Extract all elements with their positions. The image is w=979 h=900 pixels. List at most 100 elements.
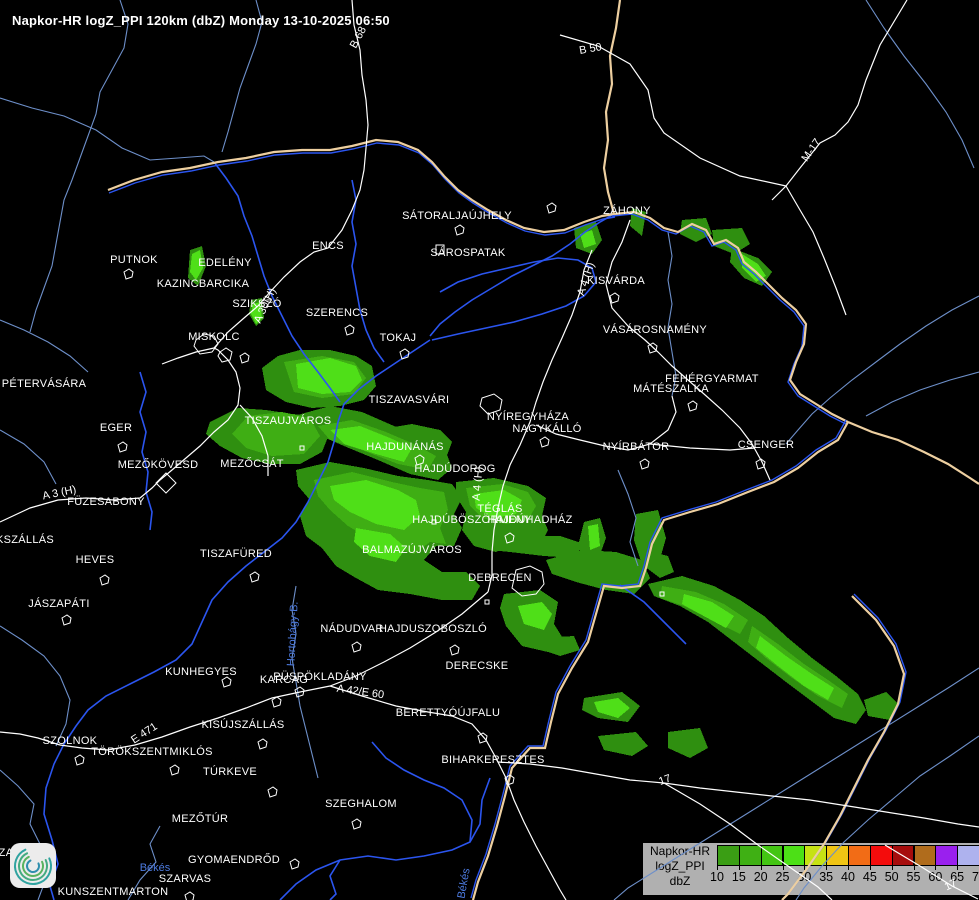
station-logo [10,843,56,888]
river-labels: Békés Békés Hortobágy-B. [140,601,473,899]
major-rivers [43,161,687,900]
city-label: TÉGLÁS [477,502,522,515]
town-marker [351,818,362,830]
city-label: BERETTYÓÚJFALU [396,706,500,719]
spiral-icon [14,848,52,885]
legend-tick-mark [826,866,828,870]
town-marker [294,686,305,698]
city-label: NYÍRBÁTOR [603,440,670,453]
city-label: HAJDÚDOROG [414,462,495,475]
product-title: Napkor-HR logZ_PPI 120km (dbZ) Monday 13… [12,13,390,28]
city-label: NÁDUDVAR [320,622,383,635]
town-marker [609,292,620,304]
town-marker [454,224,465,236]
legend-tick-label: 55 [906,870,921,884]
city-label: BALMAZÚJVÁROS [362,543,462,556]
legend-product: logZ_PPI [655,859,705,873]
town-marker [117,441,128,453]
legend-tick-mark [869,866,871,870]
city-label: MISKOLC [188,331,240,343]
city-label: FÜZESABONY [67,496,145,508]
city-label: ZÁHONY [603,204,651,217]
city-label: KARCAG [260,674,308,686]
legend-unit: dbZ [669,874,691,888]
city-label: MEZŐTÚR [172,811,228,825]
legend-panel: Napkor-HR logZ_PPI dbZ 10 15 20 25 30 35 40 45 5… [643,843,979,895]
city-label: TÚRKEVE [203,765,257,778]
legend-tick-mark [717,866,718,870]
legend-tick-label: 15 [731,870,746,884]
city-label: KISVÁRDA [587,274,645,287]
city-label: MÁTÉSZALKA [633,382,709,395]
river-label: Békés [455,867,472,900]
town-marker [271,696,282,708]
town-marker [184,891,195,900]
city-label: HAJDUSZOBOSZLÓ [379,622,487,635]
town-marker [74,754,85,766]
city-label: MEZŐKÖVESD [118,457,199,471]
town-marker [239,352,250,364]
city-label: PÉTERVÁSÁRA [2,377,87,390]
legend-tick-label: 40 [841,870,855,884]
town-marker [639,458,650,470]
city-label: SZERENCS [306,307,368,319]
town-marker [755,458,766,470]
city-label: PUTNOK [110,254,158,266]
city-label: DERECSKE [446,660,509,672]
town-marker [449,644,460,656]
town-marker [267,786,278,798]
road-label: 17 [943,877,959,893]
town-marker [169,764,180,776]
legend-tick-mark [738,866,740,870]
town-marker [257,738,268,750]
city-label: EDELÉNY [198,256,252,269]
legend-tick-mark [848,866,849,870]
city-label: KUNHEGYES [165,666,237,678]
legend-station: Napkor-HR [649,844,710,858]
legend-tick-label: 25 [775,870,790,884]
town-marker [539,436,550,448]
city-label: SZARVAS [159,873,211,885]
town-marker [99,574,110,586]
town-marker [249,571,260,583]
legend-tick-label: 45 [862,870,877,884]
city-label: VÁSÁROSNAMÉNY [603,323,708,336]
city-label: KAZINCBARCIKA [157,278,250,290]
road-label: B 68 [348,25,369,51]
road-label: A 4 (H) [471,466,486,501]
city-label: SÁTORALJAÚJHELY [402,209,512,222]
city-label: SZOLNOK [43,735,98,747]
town-marker [477,732,488,744]
city-label: SÁROSPATAK [430,246,505,259]
town-marker [546,202,557,214]
town-marker [414,454,425,466]
city-label: PÜSPÖKLADÁNY [273,670,367,683]
city-label: TISZAVASVÁRI [369,393,450,406]
city-label: TISZAFÜRED [200,548,272,560]
town-marker [221,676,232,688]
city-label: BIHARKERESZTES [441,754,544,766]
town-marker [399,348,410,360]
town-marker [647,342,658,354]
town-outline-shapes [61,202,766,900]
city-label: HEVES [76,554,115,566]
city-label: SZIKSZÓ [232,297,281,310]
city-label: KISÚJSZÁLLÁS [201,718,284,731]
legend-tick-label: 35 [819,870,834,884]
city-label: KUNSZENTMARTON [58,886,169,898]
city-labels: PUTNOK EDELÉNY KAZINCBARCIKA SZIKSZÓ ENCS SZE… [0,204,794,898]
city-label: TOKAJ [380,332,417,344]
city-label: NYÍREGYHÁZA [487,410,570,423]
legend-tick-label: 50 [884,870,899,884]
river-label: Békés [140,862,171,874]
legend-tick-mark [957,866,959,870]
town-marker [504,774,515,786]
town-marker [61,614,72,626]
legend-tick-label: 70 [972,870,979,884]
legend-tick-mark [913,866,915,870]
legend-tick-label: 65 [950,870,965,884]
legend-tick-label: 20 [753,870,768,884]
